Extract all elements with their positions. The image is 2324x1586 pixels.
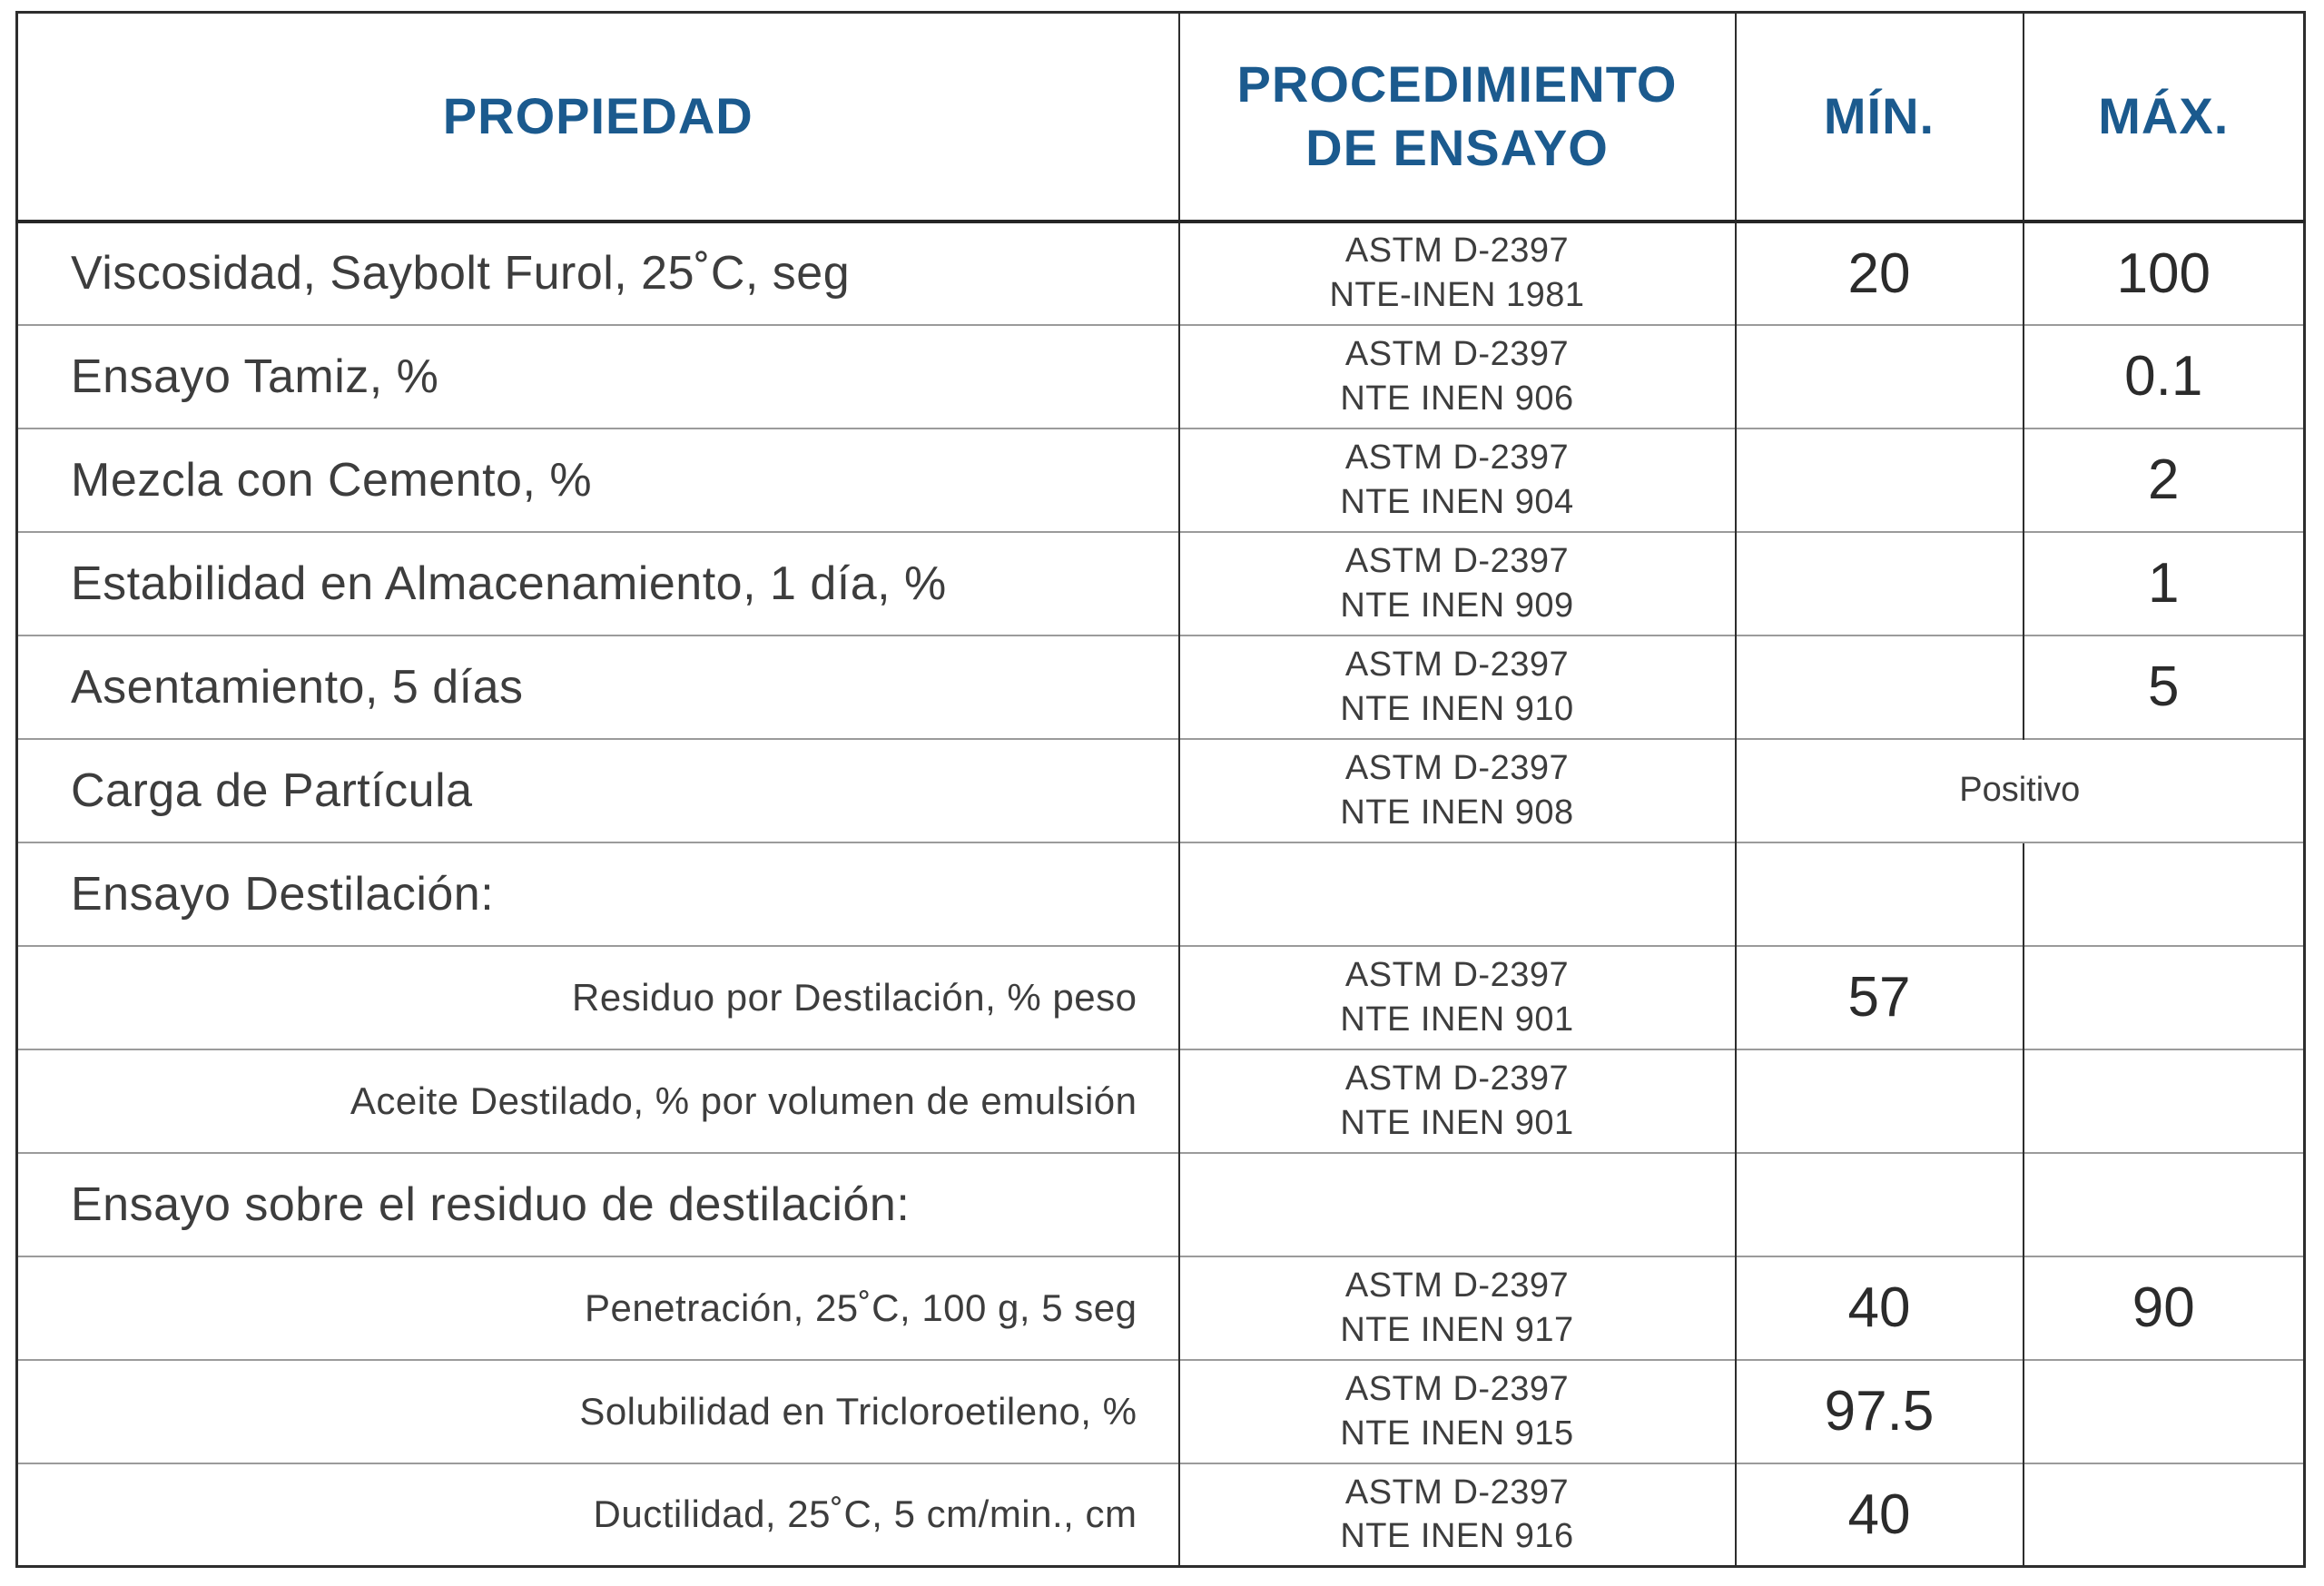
min-cell [1734,427,2024,532]
procedure-cell: ASTM D-2397 NTE INEN 904 [1177,427,1736,532]
procedure-cell: ASTM D-2397 NTE INEN 906 [1177,323,1736,429]
procedure-cell: ASTM D-2397 NTE INEN 909 [1177,530,1736,635]
property-cell: Solubilidad en Tricloroetileno, % [16,1358,1179,1463]
max-cell [2022,1151,2305,1256]
table-row-ductilidad: Ductilidad, 25˚C, 5 cm/min., cm ASTM D-2… [16,1462,2305,1567]
property-cell: Viscosidad, Saybolt Furol, 25˚C, seg [16,220,1179,325]
procedure-line: ASTM D-2397 [1344,541,1570,580]
procedure-cell: ASTM D-2397 NTE INEN 910 [1177,634,1736,739]
procedure-line: ASTM D-2397 [1344,645,1570,684]
min-cell [1734,323,2024,429]
procedure-line: NTE INEN 910 [1340,689,1574,728]
table-header-row: PROPIEDAD PROCEDIMIENTO DE ENSAYO MÍN. M… [16,12,2305,223]
procedure-line: NTE INEN 915 [1340,1414,1574,1453]
table-row-residuo-destilacion: Residuo por Destilación, % peso ASTM D-2… [16,944,2305,1049]
table-row-ensayo-residuo: Ensayo sobre el residuo de destilación: [16,1151,2305,1256]
property-cell: Asentamiento, 5 días [16,634,1179,739]
property-cell: Estabilidad en Almacenamiento, 1 día, % [16,530,1179,635]
max-cell: 1 [2022,530,2305,635]
procedure-cell: ASTM D-2397 NTE INEN 901 [1177,1048,1736,1153]
property-cell: Aceite Destilado, % por volumen de emuls… [16,1048,1179,1153]
procedure-line: ASTM D-2397 [1344,334,1570,373]
min-cell: 20 [1734,220,2024,325]
procedure-line: NTE INEN 901 [1340,1103,1574,1142]
procedure-cell: ASTM D-2397 NTE INEN 915 [1177,1358,1736,1463]
min-cell [1734,1048,2024,1153]
table-row-ensayo-tamiz: Ensayo Tamiz, % ASTM D-2397 NTE INEN 906… [16,323,2305,429]
header-procedimiento-line1: PROCEDIMIENTO [1236,55,1678,113]
max-cell: 0.1 [2022,323,2305,429]
header-max: MÁX. [2022,12,2305,223]
header-procedimiento: PROCEDIMIENTO DE ENSAYO [1177,12,1736,223]
procedure-cell: ASTM D-2397 NTE INEN 917 [1177,1255,1736,1360]
procedure-line: ASTM D-2397 [1344,955,1570,994]
header-min: MÍN. [1734,12,2024,223]
max-cell [2022,841,2305,946]
procedure-line: NTE INEN 917 [1340,1310,1574,1349]
max-cell [2022,1358,2305,1463]
min-cell: 97.5 [1734,1358,2024,1463]
header-procedimiento-line2: DE ENSAYO [1305,119,1609,177]
spec-table: PROPIEDAD PROCEDIMIENTO DE ENSAYO MÍN. M… [15,11,2306,1568]
procedure-line: NTE INEN 901 [1340,1000,1574,1039]
property-cell: Mezcla con Cemento, % [16,427,1179,532]
min-max-merged-cell: Positivo [1734,737,2305,842]
property-cell: Carga de Partícula [16,737,1179,842]
property-cell: Residuo por Destilación, % peso [16,944,1179,1049]
procedure-cell: ASTM D-2397 NTE-INEN 1981 [1177,220,1736,325]
procedure-cell [1177,1151,1736,1256]
min-cell [1734,1151,2024,1256]
procedure-line: ASTM D-2397 [1344,1059,1570,1098]
table-row-ensayo-destilacion: Ensayo Destilación: [16,841,2305,946]
max-cell: 5 [2022,634,2305,739]
table-row-mezcla-cemento: Mezcla con Cemento, % ASTM D-2397 NTE IN… [16,427,2305,532]
table-row-solubilidad: Solubilidad en Tricloroetileno, % ASTM D… [16,1358,2305,1463]
procedure-cell [1177,841,1736,946]
procedure-line: ASTM D-2397 [1344,1473,1570,1512]
procedure-line: NTE INEN 904 [1340,482,1574,521]
min-cell: 57 [1734,944,2024,1049]
table-row-asentamiento: Asentamiento, 5 días ASTM D-2397 NTE INE… [16,634,2305,739]
table-row-carga-particula: Carga de Partícula ASTM D-2397 NTE INEN … [16,737,2305,842]
min-cell [1734,841,2024,946]
procedure-line: ASTM D-2397 [1344,1369,1570,1408]
max-cell: 90 [2022,1255,2305,1360]
procedure-cell: ASTM D-2397 NTE INEN 908 [1177,737,1736,842]
table-row-aceite-destilado: Aceite Destilado, % por volumen de emuls… [16,1048,2305,1153]
table-row-estabilidad: Estabilidad en Almacenamiento, 1 día, % … [16,530,2305,635]
property-cell: Ensayo Destilación: [16,841,1179,946]
min-cell [1734,530,2024,635]
property-cell: Ensayo Tamiz, % [16,323,1179,429]
procedure-line: ASTM D-2397 [1344,438,1570,477]
min-cell: 40 [1734,1255,2024,1360]
max-cell [2022,1462,2305,1567]
max-cell [2022,1048,2305,1153]
procedure-line: NTE INEN 909 [1340,586,1574,625]
procedure-cell: ASTM D-2397 NTE INEN 901 [1177,944,1736,1049]
procedure-line: ASTM D-2397 [1344,748,1570,787]
table-row-viscosidad: Viscosidad, Saybolt Furol, 25˚C, seg AST… [16,220,2305,325]
procedure-line: ASTM D-2397 [1344,231,1570,271]
procedure-line: NTE INEN 906 [1340,379,1574,418]
property-cell: Ensayo sobre el residuo de destilación: [16,1151,1179,1256]
table-row-penetracion: Penetración, 25˚C, 100 g, 5 seg ASTM D-2… [16,1255,2305,1360]
property-cell: Ductilidad, 25˚C, 5 cm/min., cm [16,1462,1179,1567]
procedure-line: NTE INEN 908 [1340,793,1574,832]
min-cell: 40 [1734,1462,2024,1567]
min-cell [1734,634,2024,739]
procedure-cell: ASTM D-2397 NTE INEN 916 [1177,1462,1736,1567]
max-cell: 2 [2022,427,2305,532]
procedure-line: NTE-INEN 1981 [1329,276,1585,314]
procedure-line: ASTM D-2397 [1344,1266,1570,1305]
max-cell [2022,944,2305,1049]
header-propiedad: PROPIEDAD [16,12,1179,223]
max-cell: 100 [2022,220,2305,325]
property-cell: Penetración, 25˚C, 100 g, 5 seg [16,1255,1179,1360]
procedure-line: NTE INEN 916 [1340,1517,1574,1556]
